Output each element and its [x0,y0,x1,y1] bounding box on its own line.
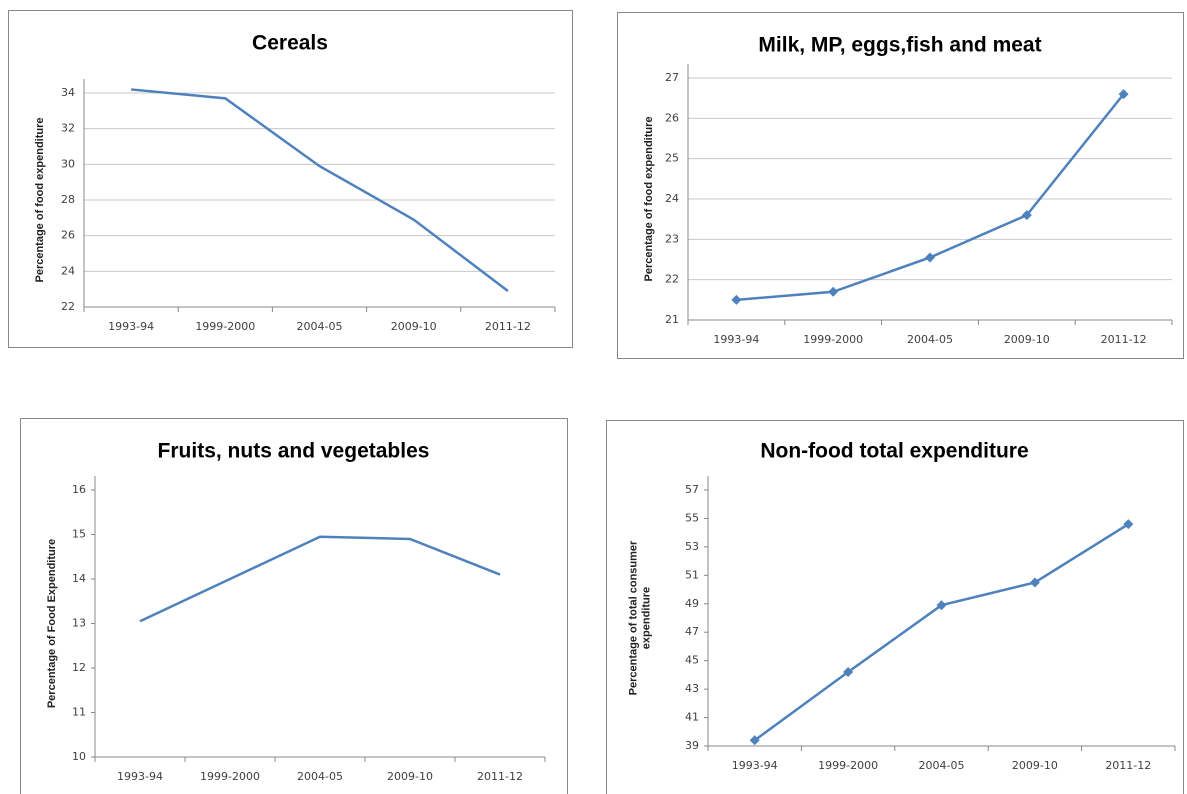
x-tick-label: 2009-10 [391,320,437,333]
y-tick-label: 23 [665,232,679,245]
y-tick-label: 25 [665,152,679,165]
y-tick-label: 51 [685,568,699,581]
x-tick-label: 2009-10 [387,770,433,783]
data-marker [1123,519,1134,530]
y-tick-label: 45 [685,654,699,667]
x-tick-label: 1999-2000 [195,320,255,333]
y-tick-label: 57 [685,483,699,496]
y-tick-label: 47 [685,625,699,638]
data-marker [843,667,854,678]
data-marker [1029,577,1040,588]
y-axis-title: Percentage of food expenditure [643,116,655,281]
x-tick-label: 1999-2000 [803,333,863,346]
y-tick-label: 26 [61,229,75,242]
x-tick-label: 2009-10 [1004,333,1050,346]
y-tick-label: 41 [685,711,699,724]
y-axis-title: expenditure [640,587,652,649]
y-tick-label: 28 [61,193,75,206]
y-tick-label: 27 [665,71,679,84]
y-axis-title: Percentage of total consumer [627,540,639,695]
y-tick-label: 12 [72,661,86,674]
data-marker [828,286,839,297]
y-tick-label: 49 [685,597,699,610]
y-tick-label: 15 [72,528,86,541]
data-marker [1118,89,1129,100]
x-tick-label: 2004-05 [297,320,343,333]
x-tick-label: 2004-05 [919,759,965,772]
y-tick-label: 16 [72,483,86,496]
data-line [130,88,509,292]
chart-title: Non-food total expenditure [760,440,1028,463]
y-tick-label: 24 [665,192,679,205]
chart-frame [8,10,573,348]
y-tick-label: 22 [665,273,679,286]
y-tick-label: 10 [72,750,86,763]
x-tick-label: 1993-94 [713,333,759,346]
x-tick-label: 1999-2000 [818,759,878,772]
y-tick-label: 21 [665,313,679,326]
y-tick-label: 32 [61,122,75,135]
y-tick-label: 26 [665,111,679,124]
x-tick-label: 2011-12 [1101,333,1147,346]
data-marker [749,735,760,746]
y-axis-title: Percentage of Food Expenditure [46,539,58,708]
y-tick-label: 13 [72,617,86,630]
y-tick-label: 55 [685,511,699,524]
chart-title: Fruits, nuts and vegetables [158,440,430,463]
y-tick-label: 14 [72,572,86,585]
chart-frame [617,12,1184,359]
x-tick-label: 2011-12 [485,320,531,333]
chart-title: Cereals [252,32,328,55]
x-tick-label: 2011-12 [477,770,523,783]
y-tick-label: 22 [61,300,75,313]
y-tick-label: 43 [685,682,699,695]
y-axis-title: Percentage of food expenditure [34,117,46,282]
x-tick-label: 1993-94 [108,320,154,333]
y-tick-label: 24 [61,264,75,277]
chart-frame [20,418,568,794]
x-tick-label: 1999-2000 [200,770,260,783]
data-marker [925,252,935,263]
x-tick-label: 2004-05 [297,770,343,783]
x-tick-label: 2011-12 [1105,759,1151,772]
data-marker [936,600,947,611]
y-tick-label: 11 [72,706,86,719]
y-tick-label: 34 [61,86,75,99]
x-tick-label: 2004-05 [907,333,953,346]
x-tick-label: 2009-10 [1012,759,1058,772]
y-tick-label: 30 [61,157,75,170]
x-tick-label: 1993-94 [732,759,778,772]
chart-title: Milk, MP, eggs,fish and meat [758,34,1041,57]
chart-frame [606,420,1184,794]
x-tick-label: 1993-94 [117,770,163,783]
data-line [139,535,501,623]
data-marker [1021,210,1032,221]
data-marker [731,294,742,305]
y-tick-label: 39 [685,739,699,752]
y-tick-label: 53 [685,540,699,553]
